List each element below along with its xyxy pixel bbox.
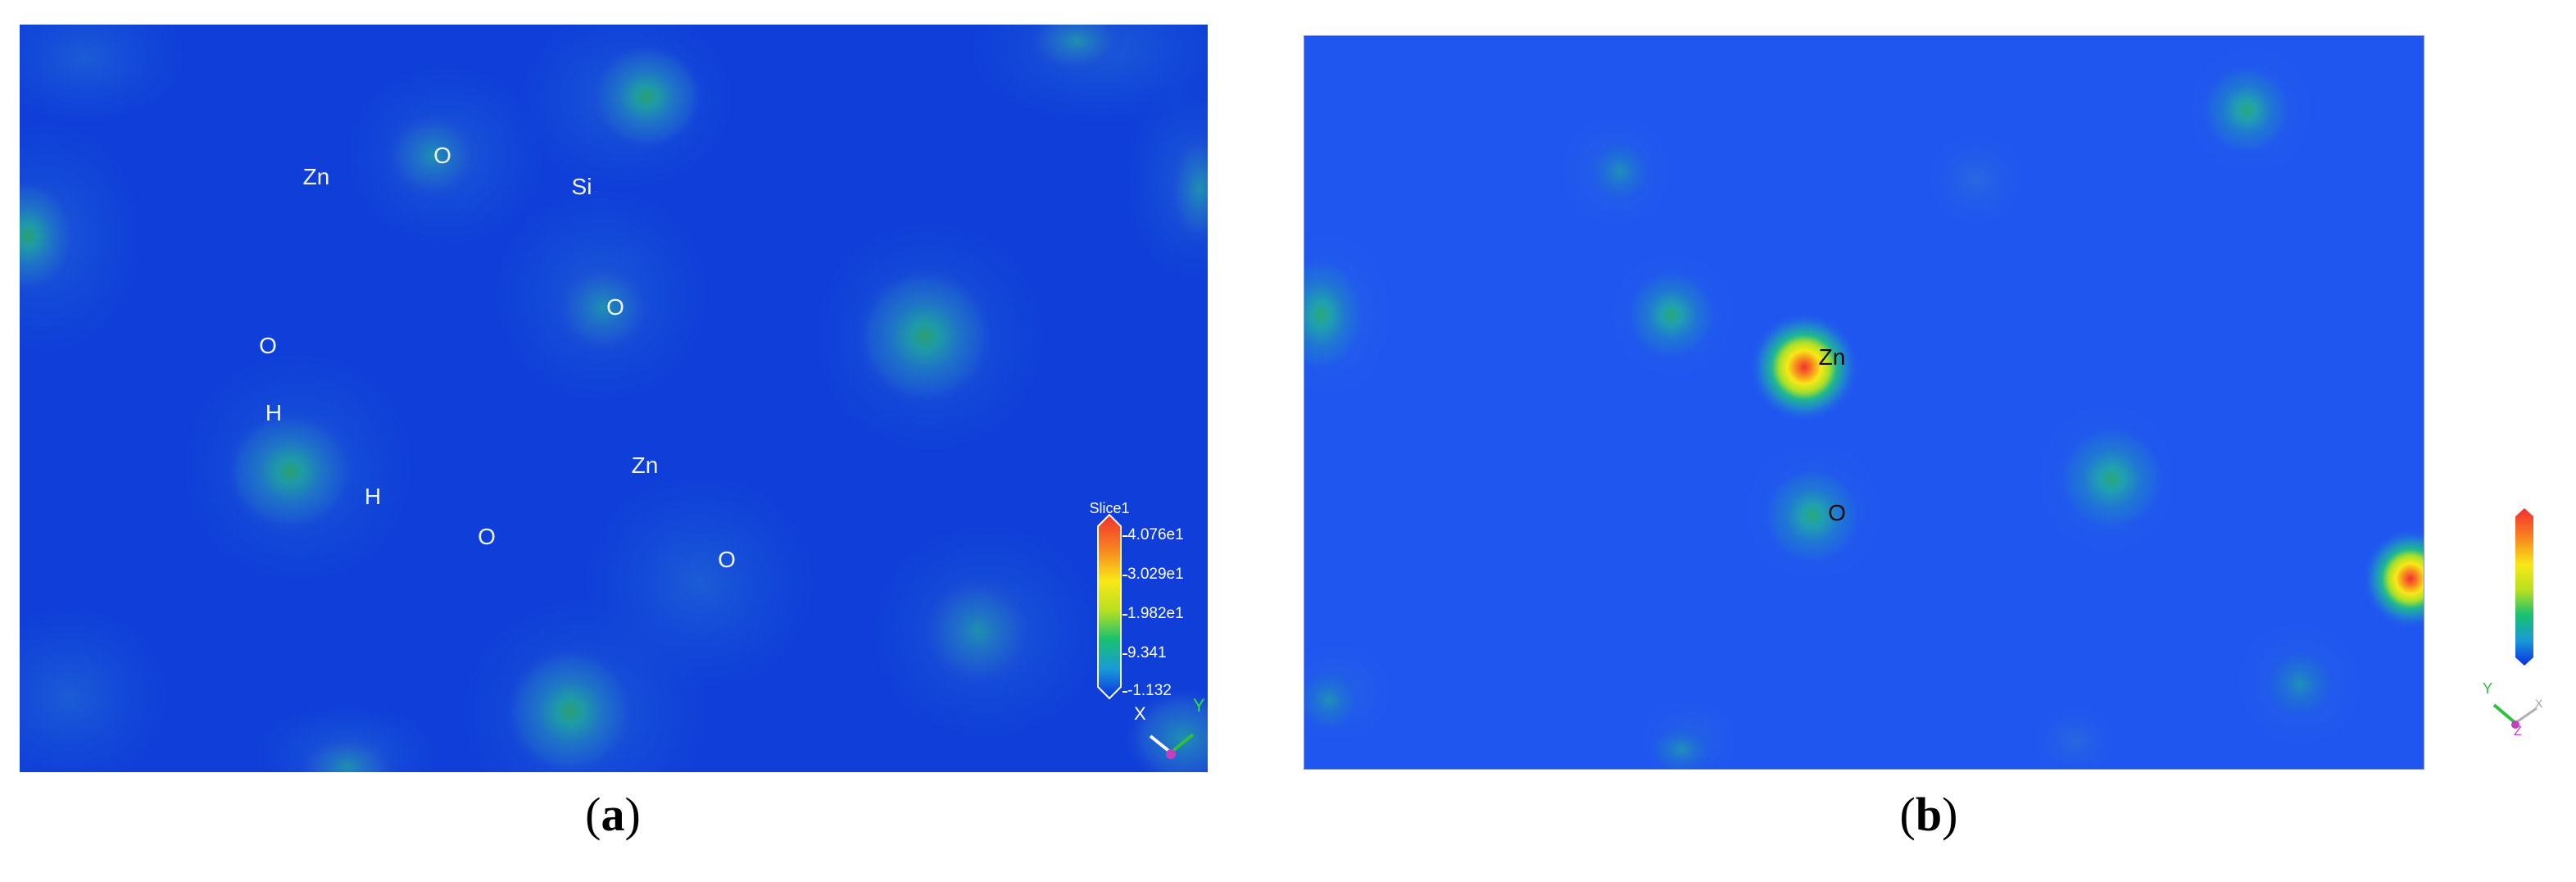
caption-b-letter: b (1915, 788, 1943, 841)
axis-triad-b: Y Z X (2478, 680, 2551, 746)
atom-label-si: Si (571, 174, 592, 199)
axis-b-x-label: X (2535, 697, 2543, 710)
atom-label-o-1: O (433, 143, 451, 168)
density-contour-map-b (1304, 36, 2424, 769)
color-legend-b (2515, 508, 2533, 666)
axis-b-y-label: Y (2483, 680, 2493, 697)
axis-triad-a: X Y (1126, 689, 1208, 771)
legend-title: Slice1 (1089, 500, 1130, 516)
color-legend-a: Slice1 4.076e1 3.029e1 1.98 (1077, 500, 1208, 713)
axis-arrows-b (2492, 703, 2537, 729)
atom-label-h-1: H (265, 400, 283, 425)
atom-label-o-2: O (606, 294, 624, 320)
axis-y-label: Y (1193, 695, 1205, 716)
density-blobs-b (1304, 36, 2424, 769)
axis-x-label: X (1134, 703, 1146, 724)
legend-tick-4: 9.341 (1127, 644, 1167, 662)
atom-label-o-4: O (478, 524, 496, 549)
legend-tick-1: 4.076e1 (1127, 526, 1184, 543)
atom-label-o-3: O (259, 333, 277, 358)
legend-colorbar (1097, 513, 1127, 700)
atom-label-zn-b: Zn (1818, 344, 1846, 370)
legend-tick-2: 3.029e1 (1127, 566, 1184, 583)
caption-b: (b) (1899, 788, 1958, 841)
atom-label-o-b: O (1828, 500, 1846, 525)
density-blobs-a (20, 25, 1208, 772)
atom-label-h-2: H (364, 484, 382, 509)
density-contour-map-a (20, 25, 1208, 772)
atom-label-zn-2: Zn (631, 452, 659, 478)
atom-label-o-5: O (718, 547, 736, 572)
caption-a: (a) (585, 788, 641, 841)
axis-arrows-a (1149, 733, 1195, 759)
legend-tick-5: -1.132 (1127, 682, 1172, 699)
density-slice-panel-a: Zn O Si O O H H Zn O O Slice1 (20, 25, 1208, 772)
caption-a-letter: a (601, 788, 625, 841)
axis-b-z-label: Z (2514, 725, 2522, 739)
atom-label-zn-1: Zn (302, 164, 330, 189)
density-slice-panel-b: Zn O (1304, 36, 2424, 769)
legend-tick-3: 1.982e1 (1127, 605, 1184, 622)
